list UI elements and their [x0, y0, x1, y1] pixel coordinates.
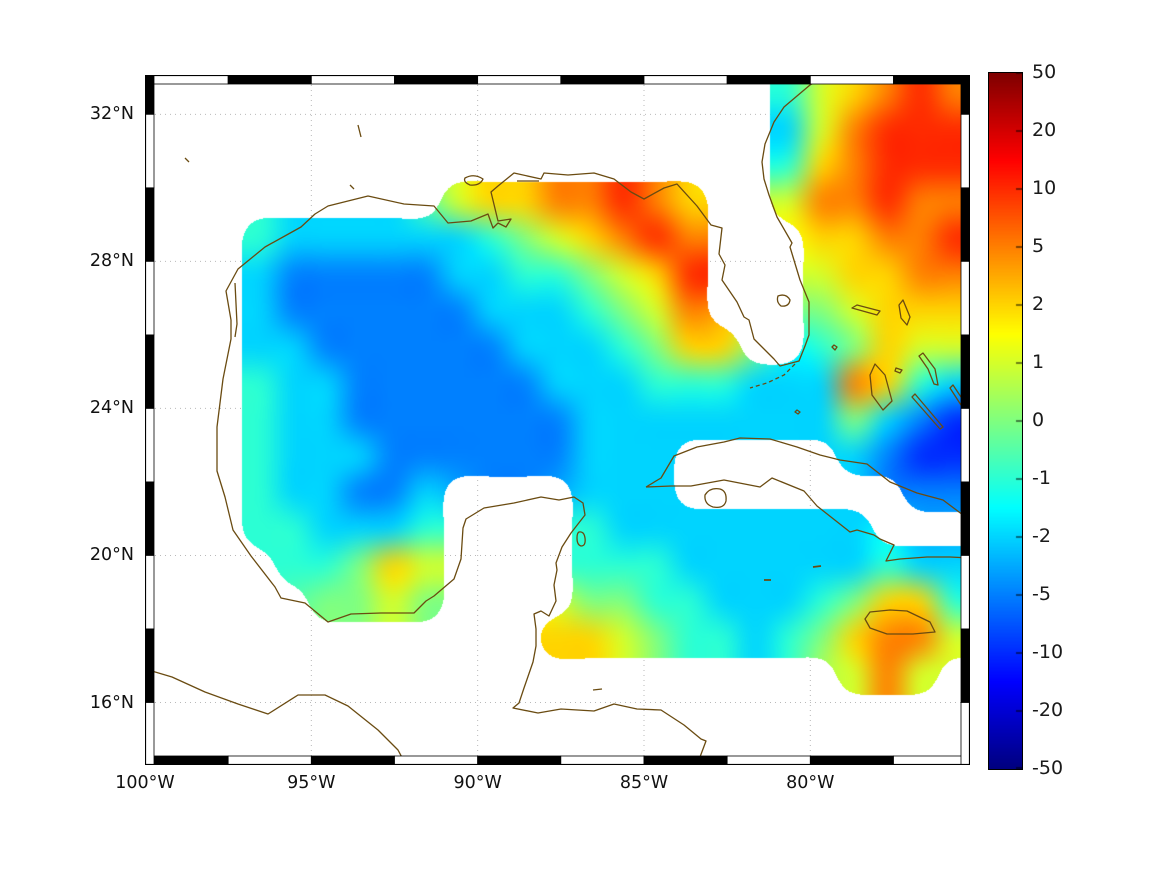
colorbar-tick-label: -1 [1032, 467, 1051, 489]
lat-tick-label: 32°N [89, 104, 134, 125]
colorbar-tick-label: 20 [1032, 119, 1057, 141]
frame-stripe [145, 628, 155, 703]
frame-stripe [643, 755, 728, 765]
lat-tick-label: 20°N [89, 545, 134, 566]
frame-stripe [893, 75, 970, 85]
coast-north-america-gulf [216, 75, 828, 765]
frame-stripe [145, 481, 155, 556]
frame-stripe [560, 755, 645, 765]
lat-tick-label: 24°N [89, 398, 134, 419]
frame-stripe [310, 755, 395, 765]
colorbar-tick-label: -10 [1032, 641, 1064, 663]
frame-stripe [310, 75, 395, 85]
frame-stripe [893, 755, 970, 765]
frame-stripe [726, 755, 811, 765]
frame-stripe [809, 755, 894, 765]
lon-tick-label: 95°W [287, 773, 336, 793]
coastlines [145, 75, 970, 765]
frame-stripe [145, 187, 155, 262]
frame-stripe [560, 75, 645, 85]
colorbar-tick-label: -50 [1032, 757, 1064, 779]
coast-cayman-islands [764, 565, 822, 581]
frame-stripe [145, 408, 155, 483]
coast-bay-islands-honduras [592, 688, 603, 691]
frame-stripe [145, 334, 155, 409]
frame-stripe [960, 334, 970, 409]
colorbar-tick-label: -5 [1032, 583, 1051, 605]
frame-stripe [145, 75, 155, 115]
data-field-canvas [145, 75, 970, 765]
frame-stripe [477, 755, 562, 765]
frame-stripe [227, 755, 312, 765]
colorbar-tick-label: -2 [1032, 525, 1051, 547]
colorbar [988, 72, 1023, 770]
coast-isla-juventud [704, 487, 727, 509]
lat-tick-label: 28°N [89, 251, 134, 272]
colorbar-tick-label: 50 [1032, 61, 1057, 83]
frame-stripe [960, 628, 970, 703]
frame-stripe [809, 75, 894, 85]
frame-stripe [960, 113, 970, 189]
frame-stripe [643, 75, 728, 85]
coast-pacific-mexico [145, 668, 407, 765]
frame-stripe [227, 75, 312, 85]
lon-tick-label: 90°W [453, 773, 502, 793]
coast-florida-keys [749, 363, 796, 389]
lon-tick-label: 100°W [115, 773, 175, 793]
frame-stripe [960, 702, 970, 765]
colorbar-tick-label: 0 [1032, 409, 1045, 431]
colorbar-tick-label: -20 [1032, 699, 1064, 721]
frame-stripe [394, 755, 479, 765]
frame-outline [145, 75, 970, 765]
frame-stripe [960, 481, 970, 556]
frame-stripe [145, 702, 155, 765]
colorbar-tick-label: 10 [1032, 177, 1057, 199]
frame-stripe [394, 75, 479, 85]
map-frame [145, 75, 970, 765]
coast-jamaica [864, 609, 936, 635]
colorbar-tick-label: 5 [1032, 235, 1045, 257]
lon-tick-label: 85°W [619, 773, 669, 793]
lon-tick-label: 80°W [786, 773, 835, 793]
frame-stripe [145, 555, 155, 630]
frame-stripe [726, 75, 811, 85]
frame-stripe [960, 187, 970, 262]
frame-stripe [145, 260, 155, 336]
lat-tick-label: 16°N [89, 692, 134, 713]
frame-stripe [960, 408, 970, 483]
colorbar-tick-label: 1 [1032, 351, 1045, 373]
colorbar-tick-label: 2 [1032, 293, 1045, 315]
coast-cozumel [576, 531, 586, 547]
frame-stripe [145, 755, 229, 765]
coast-cuba [645, 437, 970, 562]
frame-stripe [960, 555, 970, 630]
coast-lakes-small [184, 124, 791, 338]
frame-stripe [960, 75, 970, 115]
frame-stripe [145, 113, 155, 189]
frame-stripe [960, 260, 970, 336]
frame-stripe [145, 75, 229, 85]
frame-stripe [477, 75, 562, 85]
